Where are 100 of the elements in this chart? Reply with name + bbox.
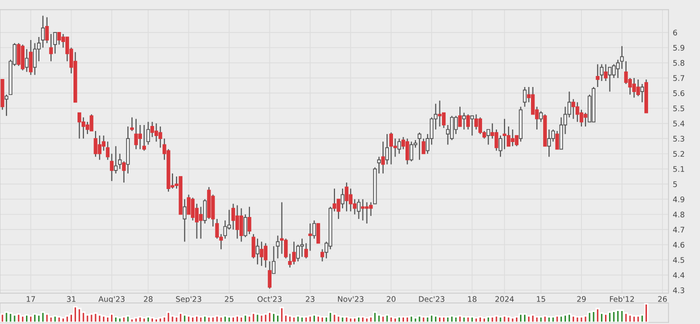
bar xyxy=(458,315,462,322)
candlestick xyxy=(260,241,264,266)
bar xyxy=(239,316,244,322)
bar xyxy=(522,313,527,322)
bar xyxy=(20,315,25,322)
bar xyxy=(482,317,486,322)
bar xyxy=(292,316,296,322)
bar xyxy=(32,313,37,322)
bar xyxy=(134,317,138,322)
bar xyxy=(97,314,102,322)
candlestick xyxy=(134,118,138,150)
bar xyxy=(534,316,540,322)
bar xyxy=(526,315,531,322)
bar xyxy=(57,316,62,322)
candlestick xyxy=(256,238,260,265)
bar xyxy=(0,313,5,322)
bar xyxy=(542,315,548,322)
candlestick xyxy=(16,42,20,66)
bar xyxy=(510,317,515,322)
candlestick xyxy=(98,134,102,160)
candlestick xyxy=(280,202,284,254)
bar xyxy=(81,312,86,322)
candlestick xyxy=(356,198,361,220)
bar xyxy=(336,315,341,322)
bar xyxy=(352,317,357,322)
bar xyxy=(389,316,394,322)
bar xyxy=(85,314,90,322)
candlestick xyxy=(24,48,29,72)
bar xyxy=(575,316,580,322)
bar xyxy=(251,312,256,322)
bar xyxy=(28,315,33,322)
bar xyxy=(328,312,333,322)
bar xyxy=(462,316,466,322)
candlestick xyxy=(244,214,248,238)
bar xyxy=(628,314,632,322)
bar xyxy=(122,316,126,322)
bar xyxy=(470,316,474,322)
bar xyxy=(48,316,54,322)
bar xyxy=(587,312,592,322)
bar xyxy=(636,315,640,322)
bar xyxy=(563,314,568,322)
bar xyxy=(506,316,511,322)
candlestick xyxy=(470,115,474,136)
bar xyxy=(93,312,98,322)
bar xyxy=(77,308,82,322)
bar xyxy=(218,316,224,322)
candlestick xyxy=(352,198,357,215)
candlestick xyxy=(474,114,478,130)
bar xyxy=(178,312,183,322)
bar xyxy=(308,315,312,322)
candlestick xyxy=(572,98,576,120)
bar xyxy=(474,317,478,322)
bar xyxy=(612,310,616,322)
candlestick xyxy=(138,124,142,150)
bar xyxy=(114,316,118,322)
bar xyxy=(559,315,564,322)
bar xyxy=(320,316,324,322)
bar xyxy=(538,316,544,322)
candlestick xyxy=(32,42,37,76)
bar xyxy=(372,312,378,322)
bar xyxy=(364,317,369,322)
candlestick xyxy=(142,124,146,152)
candlestick xyxy=(20,44,25,71)
bar xyxy=(154,318,158,322)
bar xyxy=(202,315,207,322)
bar xyxy=(158,317,162,322)
bar xyxy=(110,313,114,322)
candlestick xyxy=(235,204,240,240)
candlestick xyxy=(418,132,422,160)
bar xyxy=(608,312,612,322)
candlestick xyxy=(344,182,348,212)
candlestick xyxy=(276,235,280,259)
bar xyxy=(65,315,70,322)
bar xyxy=(198,316,203,322)
candlestick xyxy=(547,128,551,158)
bar xyxy=(498,316,503,322)
bar xyxy=(555,315,560,322)
bar xyxy=(384,314,390,322)
bar xyxy=(4,312,9,322)
candlestick xyxy=(406,138,410,165)
bar xyxy=(417,315,422,322)
candlestick xyxy=(438,100,442,128)
bar xyxy=(421,316,426,322)
bar xyxy=(300,316,304,322)
candlestick xyxy=(114,146,118,174)
bar xyxy=(194,315,199,322)
bar xyxy=(138,316,142,322)
bar xyxy=(490,316,494,322)
bar xyxy=(61,317,66,322)
bar xyxy=(126,315,130,322)
bar xyxy=(596,308,600,322)
bar xyxy=(571,315,576,322)
bar xyxy=(450,315,454,322)
bar xyxy=(486,316,490,322)
bar xyxy=(430,314,434,322)
candlestick xyxy=(551,128,555,142)
candlestick xyxy=(248,206,252,235)
candlestick xyxy=(632,77,636,98)
bar xyxy=(466,316,470,322)
bar xyxy=(546,316,552,322)
